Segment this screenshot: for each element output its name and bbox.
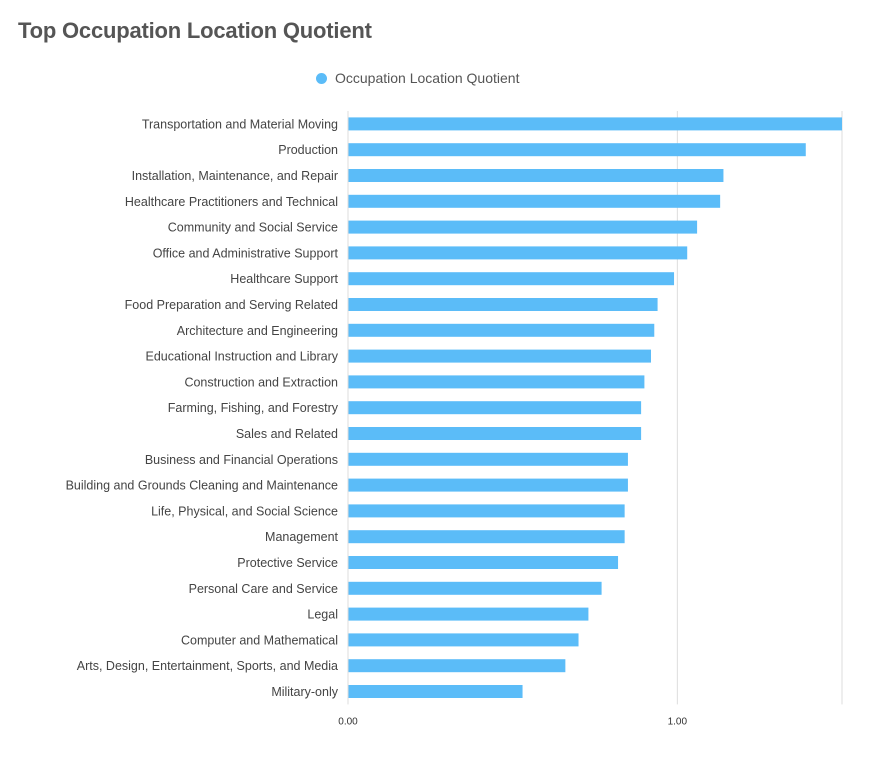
bar[interactable]	[348, 478, 628, 492]
category-label: Farming, Fishing, and Forestry	[168, 401, 339, 415]
bar[interactable]	[348, 659, 566, 673]
chart-title: Top Occupation Location Quotient	[18, 18, 372, 43]
bar[interactable]	[348, 427, 642, 440]
bar[interactable]	[348, 375, 645, 389]
category-label: Legal	[307, 608, 338, 622]
bar[interactable]	[348, 530, 625, 544]
category-label: Sales and Related	[236, 427, 338, 441]
bar[interactable]	[348, 246, 688, 260]
category-label: Office and Administrative Support	[153, 246, 339, 260]
category-label: Personal Care and Service	[189, 582, 338, 596]
category-label: Transportation and Material Moving	[142, 117, 338, 131]
bar[interactable]	[348, 194, 721, 208]
category-label: Healthcare Support	[230, 272, 338, 286]
category-label: Food Preparation and Serving Related	[125, 298, 338, 312]
bar[interactable]	[348, 117, 842, 131]
bar[interactable]	[348, 685, 523, 698]
x-tick-label: 0.00	[338, 716, 358, 727]
category-label: Life, Physical, and Social Science	[151, 504, 338, 518]
bar[interactable]	[348, 169, 724, 182]
bar[interactable]	[348, 143, 806, 157]
legend-swatch	[316, 72, 327, 84]
category-label: Community and Social Service	[168, 221, 338, 235]
category-label: Installation, Maintenance, and Repair	[132, 169, 338, 183]
bar[interactable]	[348, 298, 658, 311]
category-label: Management	[265, 530, 338, 544]
chart-legend[interactable]: Occupation Location Quotient	[316, 70, 519, 86]
category-label: Educational Instruction and Library	[146, 350, 339, 364]
bar[interactable]	[348, 607, 589, 621]
x-tick-label: 1.00	[668, 716, 688, 727]
category-label: Arts, Design, Entertainment, Sports, and…	[77, 659, 338, 673]
bar[interactable]	[348, 504, 625, 518]
bar[interactable]	[348, 556, 619, 569]
legend-label: Occupation Location Quotient	[335, 70, 520, 86]
category-label: Computer and Mathematical	[181, 633, 338, 647]
category-label: Healthcare Practitioners and Technical	[125, 195, 338, 209]
category-label: Military-only	[271, 685, 338, 699]
category-label: Construction and Extraction	[184, 375, 338, 389]
category-label: Architecture and Engineering	[177, 324, 338, 338]
category-label: Production	[278, 143, 338, 157]
bar[interactable]	[348, 349, 651, 363]
category-label: Protective Service	[237, 556, 338, 570]
bar[interactable]	[348, 633, 579, 647]
category-label: Business and Financial Operations	[145, 453, 338, 467]
bar[interactable]	[348, 401, 642, 415]
bar[interactable]	[348, 581, 602, 595]
bar[interactable]	[348, 452, 628, 466]
bar[interactable]	[348, 220, 698, 234]
bar[interactable]	[348, 323, 655, 337]
category-label: Building and Grounds Cleaning and Mainte…	[66, 479, 338, 493]
bar[interactable]	[348, 272, 675, 286]
